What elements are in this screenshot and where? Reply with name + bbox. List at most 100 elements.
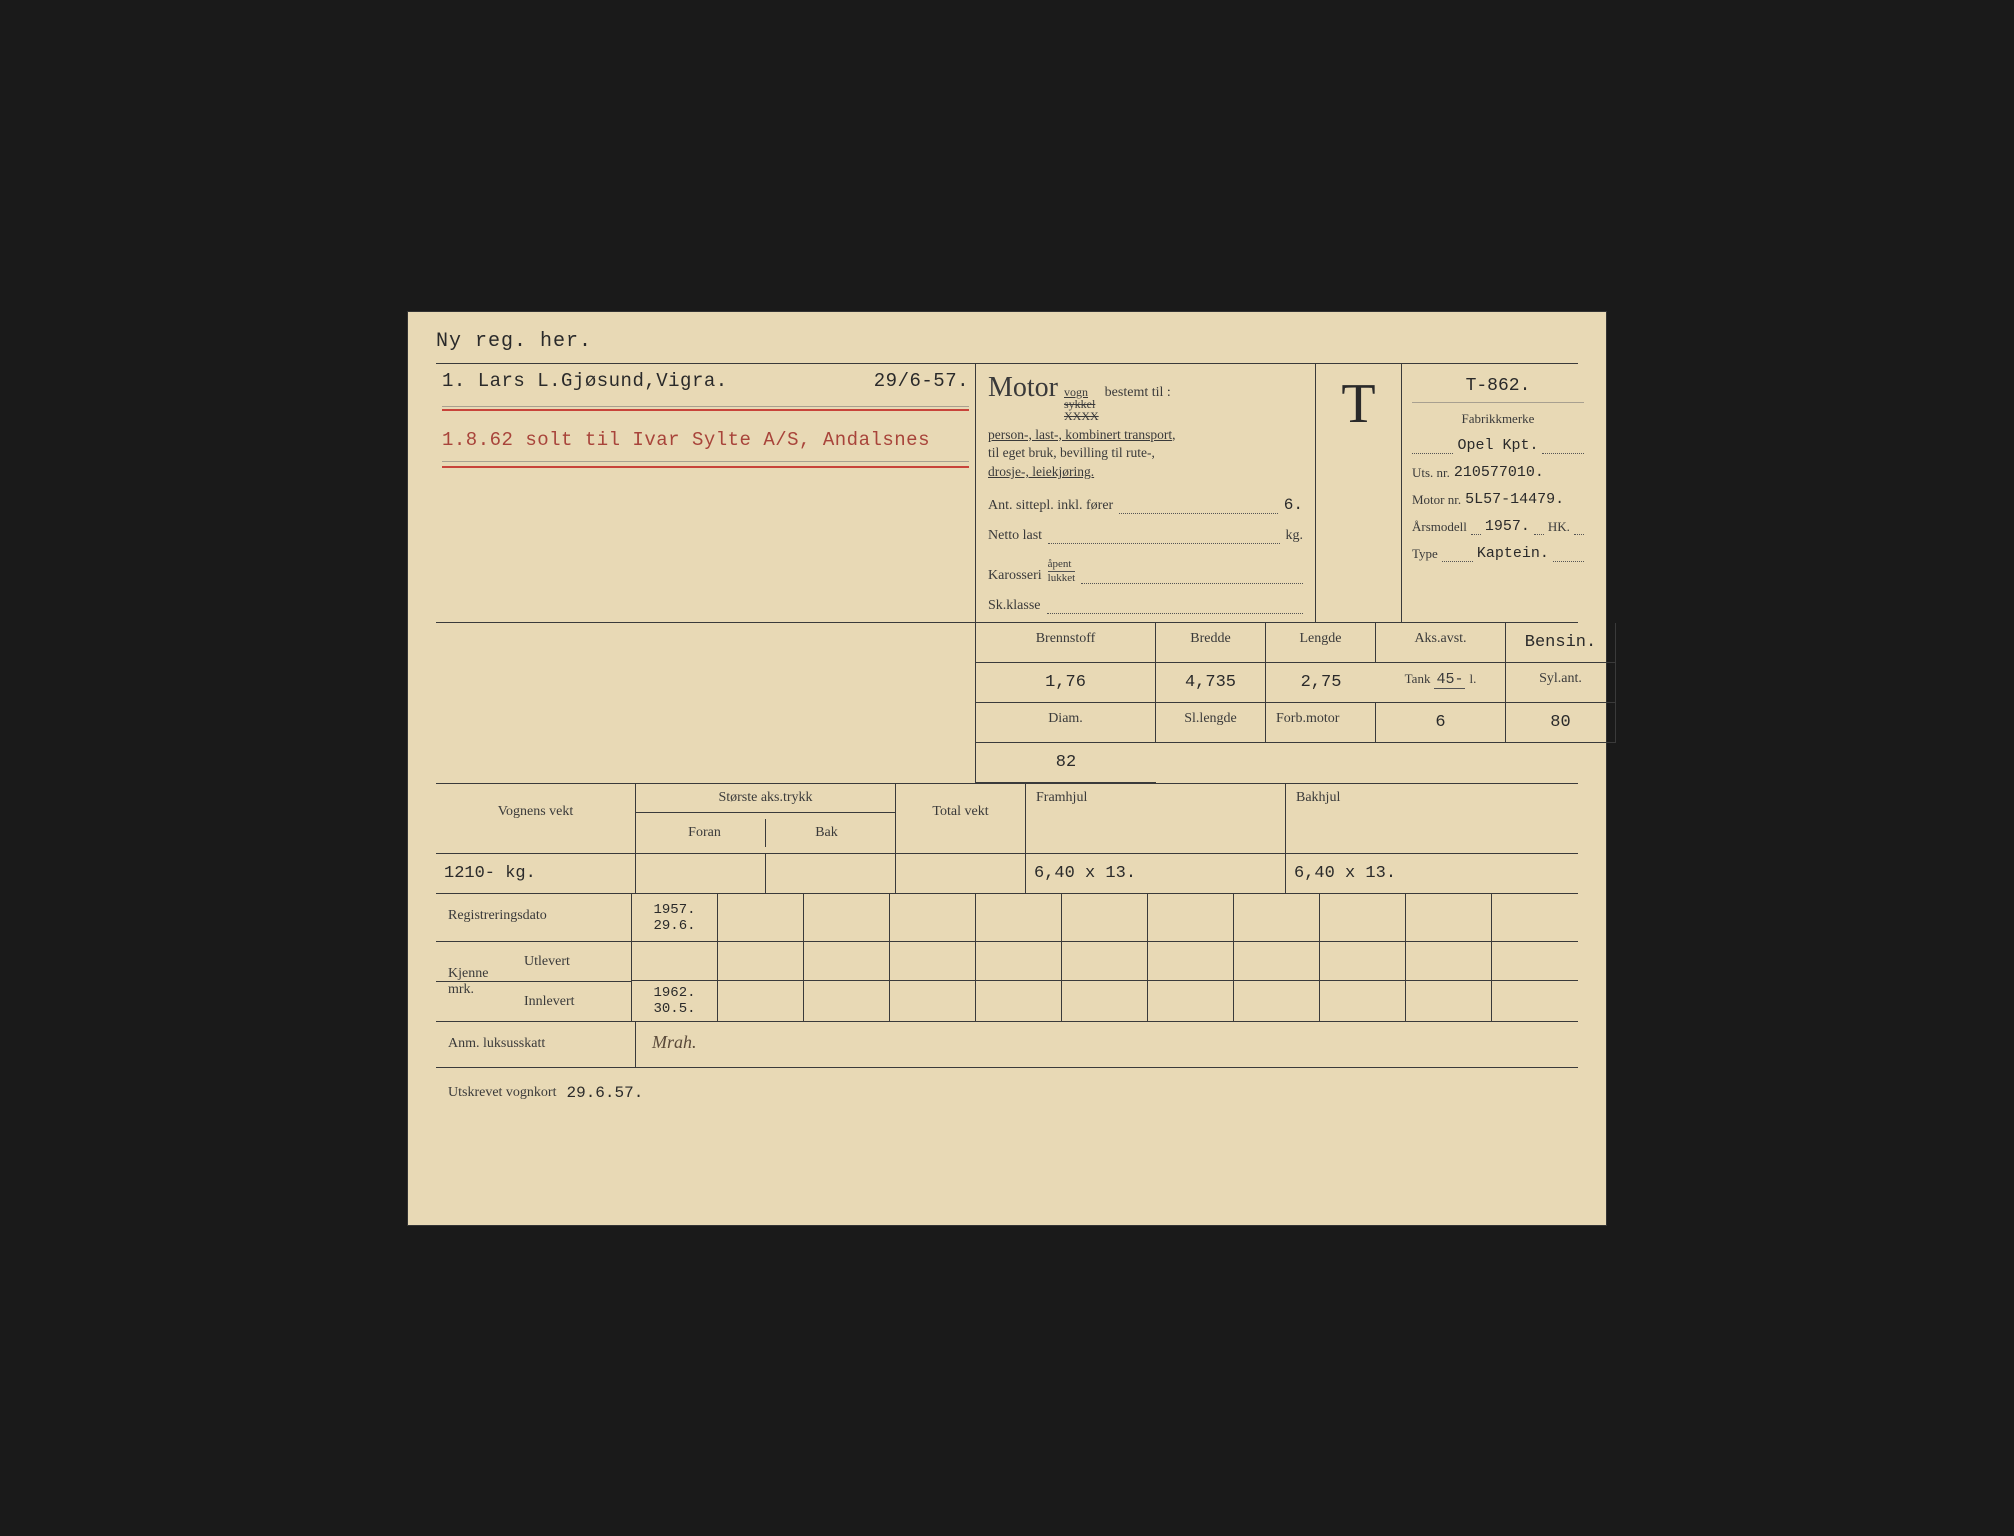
bakhjul-label: Bakhjul [1296, 790, 1340, 805]
mid-grid: Brennstoff Bredde Lengde Aks.avst. Bensi… [436, 622, 1578, 783]
kjennemrk-cells: 1962. 30.5. [632, 942, 1578, 1021]
framhjul-header: Framhjul [1026, 784, 1286, 853]
motor-title: Motor [988, 372, 1058, 404]
vognens-vekt-value: 1210- kg. [436, 854, 636, 893]
innlevert-day: 30.5. [653, 1001, 695, 1017]
sylant-header: Syl.ant. [1506, 663, 1616, 703]
nettolast-label: Netto last [988, 528, 1042, 544]
date-rows: Registreringsdato 1957. 29.6. Utlevert K… [436, 893, 1578, 1118]
utskrevet-value: 29.6.57. [566, 1084, 643, 1102]
tank-unit: l. [1469, 671, 1476, 687]
anm-value-cell: Mrah. [636, 1022, 1578, 1067]
bakhjul-value: 6,40 x 13. [1286, 854, 1616, 893]
xxxx-strike: XXXX [1064, 410, 1099, 422]
spec-column: T-862. Fabrikkmerke Opel Kpt. Uts. nr. 2… [1402, 364, 1594, 623]
brennstoff-value: Bensin. [1506, 623, 1616, 663]
desc-line-1: person-, last-, kombinert transport, [988, 427, 1175, 442]
registration-card: Ny reg. her. 1. Lars L.Gjøsund,Vigra. 29… [407, 311, 1607, 1226]
utskrevet-label: Utskrevet vognkort [448, 1085, 556, 1101]
arsmodell-label: Årsmodell [1412, 519, 1467, 535]
weight-header-row: Vognens vekt Største aks.trykk Foran Bak… [436, 783, 1578, 853]
anm-label: Anm. luksusskatt [436, 1022, 636, 1067]
forbmotor-header: Forb.motor [1266, 703, 1376, 743]
aksavst-value: 2,75 [1266, 663, 1376, 703]
utlevert-label: Utlevert [516, 942, 631, 981]
type-value: Kaptein. [1477, 545, 1549, 562]
type-label: Type [1412, 546, 1438, 562]
tletter-column: T [1316, 364, 1402, 623]
bak-value [766, 854, 896, 893]
desc-line-2: til eget bruk, bevilling til rute-, [988, 445, 1155, 460]
mid-left-spacer [436, 623, 976, 783]
fabrikkmerke-value: Opel Kpt. [1457, 437, 1538, 454]
bakhjul-header: Bakhjul [1286, 784, 1616, 853]
tank-value: 45- [1434, 671, 1465, 689]
kjennemrk-row: Utlevert Kjenne mrk. Innlevert 1962. 30.… [436, 942, 1578, 1022]
owner-column: 1. Lars L.Gjøsund,Vigra. 29/6-57. 1.8.62… [436, 364, 976, 623]
motornr-label: Motor nr. [1412, 492, 1461, 508]
lengde-header: Lengde [1266, 623, 1376, 663]
owner-line-1: 1. Lars L.Gjøsund,Vigra. 29/6-57. [442, 370, 969, 407]
fabrikkmerke-label: Fabrikkmerke [1412, 411, 1584, 427]
owner-date: 29/6-57. [874, 370, 969, 392]
arsmodell-value: 1957. [1485, 518, 1530, 535]
diam-value: 80 [1506, 703, 1616, 743]
desc-line-3: drosje-, leiekjøring. [988, 464, 1094, 479]
top-section: 1. Lars L.Gjøsund,Vigra. 29/6-57. 1.8.62… [436, 363, 1578, 623]
anm-row: Anm. luksusskatt Mrah. [436, 1022, 1578, 1068]
utskrevet-row: Utskrevet vognkort 29.6.57. [436, 1068, 1578, 1118]
weight-value-row: 1210- kg. 6,40 x 13. 6,40 x 13. [436, 853, 1578, 893]
motor-column: Motor vogn sykkel XXXX bestemt til : per… [976, 364, 1316, 623]
reg-date-cell-1: 1957. 29.6. [632, 894, 718, 941]
total-vekt-header: Total vekt [896, 784, 1026, 853]
sylant-value: 6 [1376, 703, 1506, 743]
lukket-label: lukket [1048, 572, 1076, 584]
sykkel-label: sykkel [1064, 398, 1099, 410]
foran-header: Foran [644, 819, 766, 847]
framhjul-value: 6,40 x 13. [1026, 854, 1286, 893]
reg-number: T-862. [1412, 372, 1584, 403]
vogn-sykkel: vogn sykkel XXXX [1064, 386, 1099, 422]
reg-day: 29.6. [653, 918, 695, 934]
vogn-label: vogn [1064, 386, 1099, 398]
header-note: Ny reg. her. [436, 330, 1578, 353]
brennstoff-header: Brennstoff [976, 623, 1156, 663]
foran-value [636, 854, 766, 893]
red-rule-1 [442, 409, 969, 411]
utsnr-value: 210577010. [1454, 464, 1544, 481]
sittepl-label: Ant. sittepl. inkl. fører [988, 498, 1113, 514]
apent-lukket: åpent lukket [1048, 558, 1076, 584]
tank-cell: Tank 45- l. [1376, 663, 1506, 703]
storste-aks-header: Største aks.trykk Foran Bak [636, 784, 896, 853]
t-letter: T [1341, 372, 1375, 436]
lengde-value: 4,735 [1156, 663, 1266, 703]
registreringsdato-row: Registreringsdato 1957. 29.6. [436, 894, 1578, 942]
innlevert-label: Innlevert [516, 982, 631, 1021]
owner-transfer: 1.8.62 solt til Ivar Sylte A/S, Andalsne… [442, 429, 969, 462]
sllengde-value: 82 [976, 743, 1156, 783]
utsnr-label: Uts. nr. [1412, 465, 1450, 481]
motor-description: person-, last-, kombinert transport, til… [988, 426, 1303, 483]
owner-name: Lars L.Gjøsund,Vigra. [478, 370, 728, 392]
owner-num: 1. [442, 370, 466, 392]
bredde-header: Bredde [1156, 623, 1266, 663]
tank-label: Tank [1405, 671, 1431, 687]
skklasse-label: Sk.klasse [988, 598, 1041, 614]
bredde-value: 1,76 [976, 663, 1156, 703]
diam-header: Diam. [976, 703, 1156, 743]
vognens-vekt-header: Vognens vekt [436, 784, 636, 853]
karosseri-label: Karosseri [988, 568, 1042, 584]
apent-label: åpent [1048, 558, 1076, 572]
framhjul-label: Framhjul [1036, 790, 1087, 805]
kjennemrk-label: Kjenne mrk. [436, 962, 516, 1001]
total-vekt-value [896, 854, 1026, 893]
sittepl-value: 6. [1284, 496, 1303, 514]
innlevert-year: 1962. [653, 985, 695, 1001]
kg-label: kg. [1286, 528, 1304, 544]
red-rule-2 [442, 466, 969, 468]
motornr-value: 5L57-14479. [1465, 491, 1564, 508]
reg-date-cells: 1957. 29.6. [632, 894, 1578, 941]
registreringsdato-label: Registreringsdato [436, 894, 632, 941]
sllengde-header: Sl.lengde [1156, 703, 1266, 743]
innlevert-cell-1: 1962. 30.5. [632, 981, 718, 1021]
